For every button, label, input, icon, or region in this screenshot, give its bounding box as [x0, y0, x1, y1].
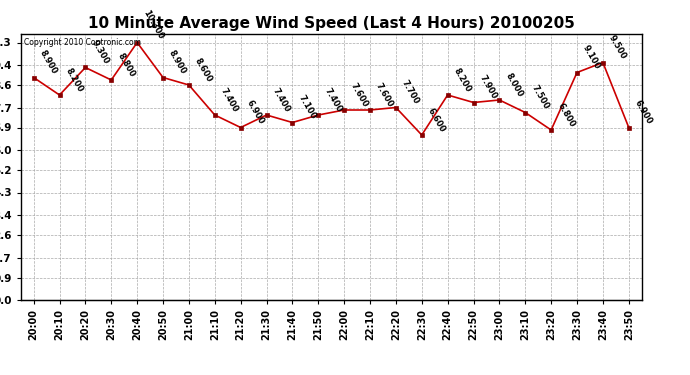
Title: 10 Minute Average Wind Speed (Last 4 Hours) 20100205: 10 Minute Average Wind Speed (Last 4 Hou…: [88, 16, 575, 31]
Text: 7.600: 7.600: [348, 81, 369, 109]
Text: 6.900: 6.900: [633, 99, 654, 126]
Text: 8.900: 8.900: [167, 49, 188, 76]
Text: 6.800: 6.800: [555, 101, 576, 129]
Text: 7.600: 7.600: [374, 81, 395, 109]
Text: 10.300: 10.300: [141, 9, 165, 41]
Text: 8.900: 8.900: [38, 49, 59, 76]
Text: 8.000: 8.000: [504, 71, 524, 99]
Text: 9.100: 9.100: [581, 44, 602, 71]
Text: 7.700: 7.700: [400, 79, 421, 106]
Text: 8.800: 8.800: [115, 51, 137, 79]
Text: 7.500: 7.500: [529, 84, 551, 111]
Text: Copyright 2010 Contronic.com: Copyright 2010 Contronic.com: [23, 38, 141, 47]
Text: 7.100: 7.100: [297, 94, 317, 121]
Text: 8.600: 8.600: [193, 56, 214, 84]
Text: 6.900: 6.900: [245, 99, 266, 126]
Text: 9.500: 9.500: [607, 34, 628, 61]
Text: 7.400: 7.400: [270, 86, 292, 114]
Text: 7.400: 7.400: [219, 86, 240, 114]
Text: 6.600: 6.600: [426, 106, 447, 134]
Text: 8.200: 8.200: [452, 66, 473, 94]
Text: 9.300: 9.300: [90, 39, 110, 66]
Text: 7.900: 7.900: [477, 74, 499, 101]
Text: 7.400: 7.400: [322, 86, 344, 114]
Text: 8.200: 8.200: [63, 66, 85, 94]
